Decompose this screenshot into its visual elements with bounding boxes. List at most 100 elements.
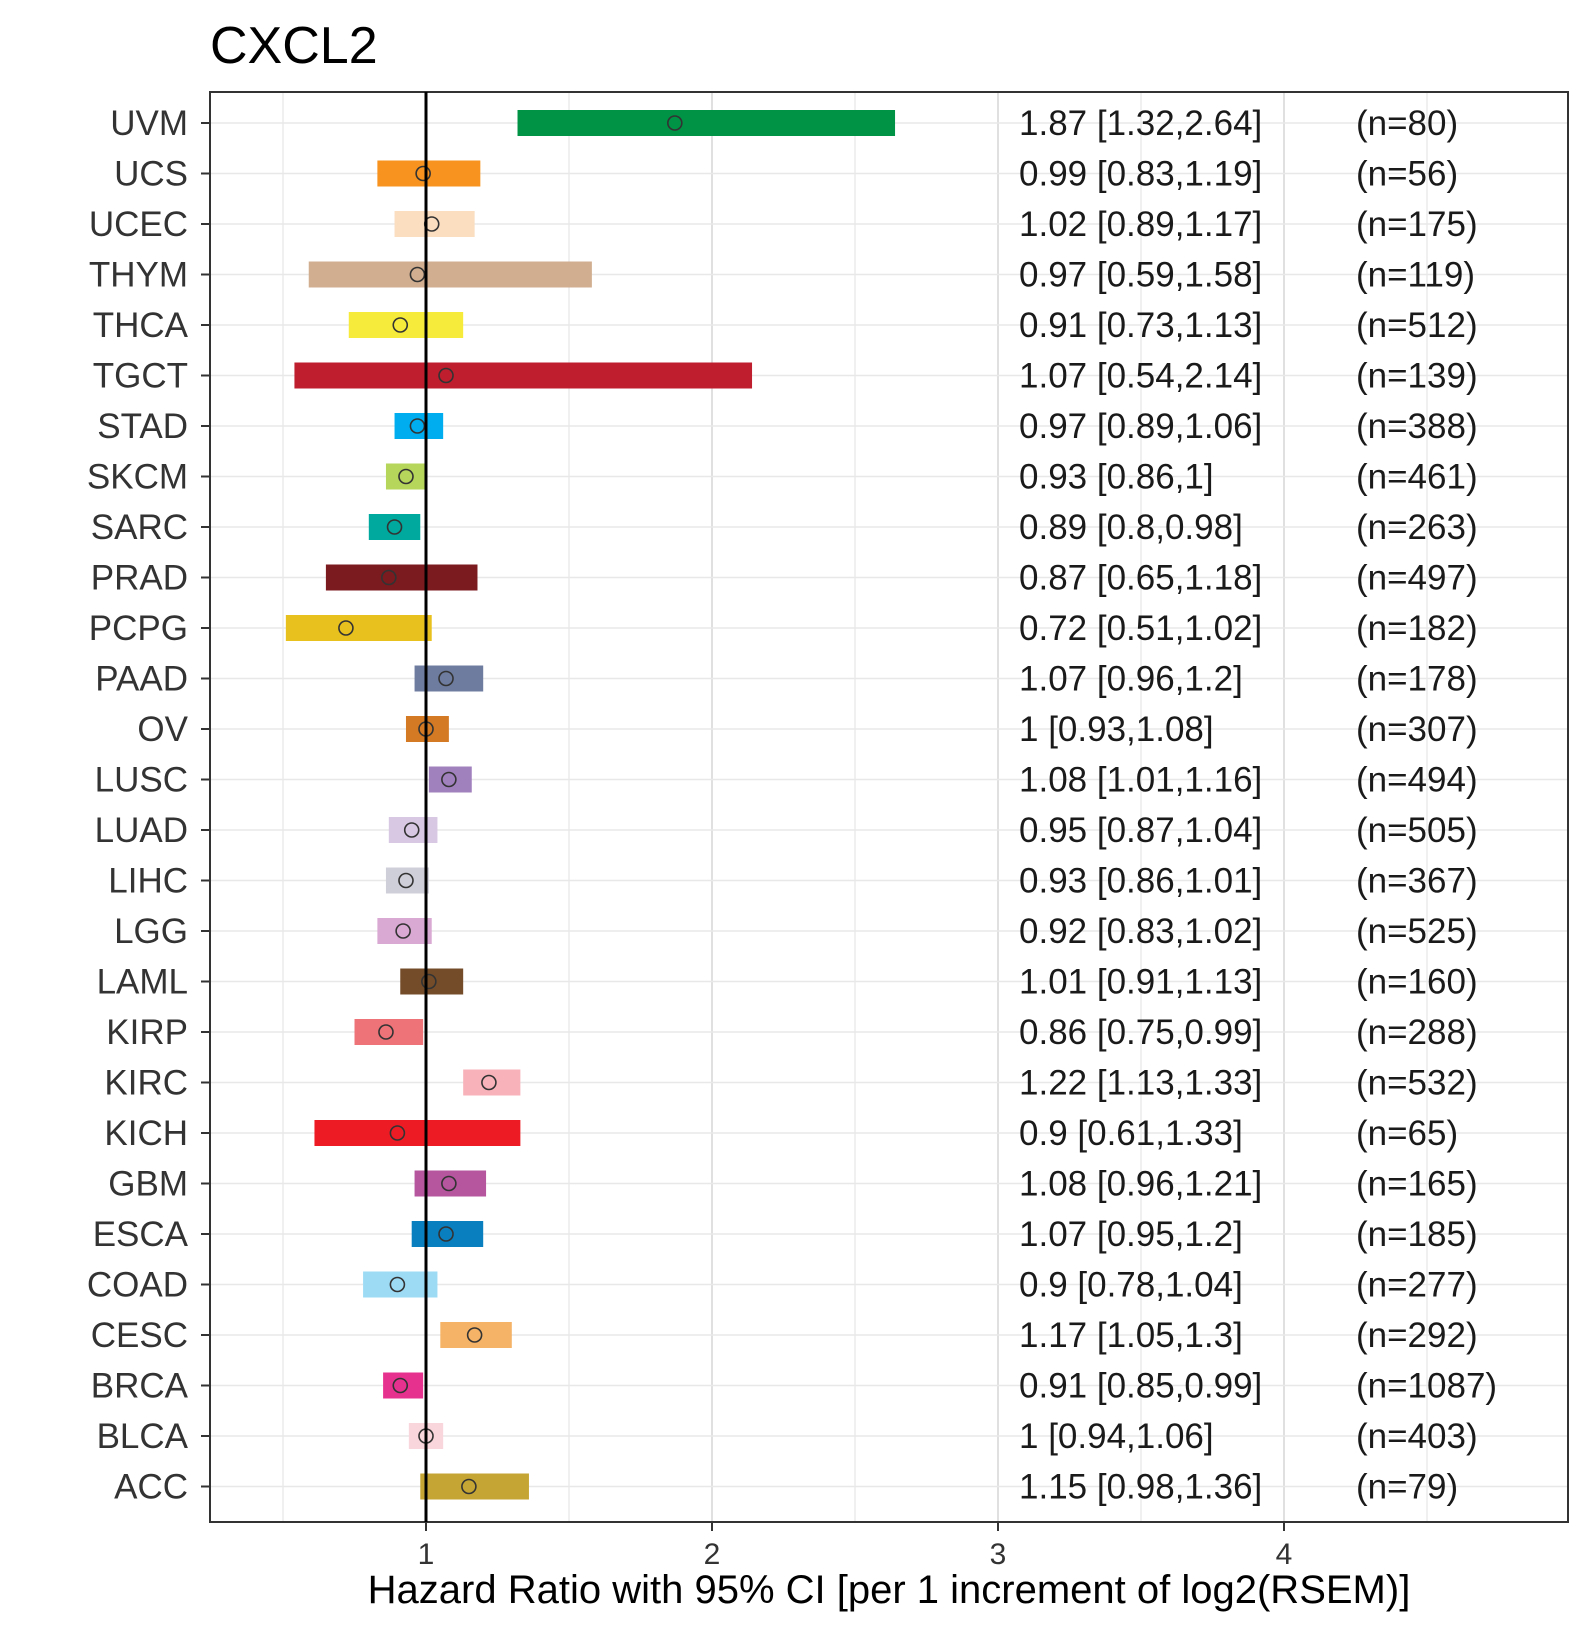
hr-ci-text: 1.17 [1.05,1.3]	[1019, 1316, 1243, 1355]
y-tick-label: PCPG	[89, 609, 188, 648]
hr-point-marker	[338, 620, 354, 636]
sample-size-text: (n=497)	[1356, 559, 1478, 598]
sample-size-text: (n=119)	[1356, 256, 1475, 295]
row-kich: KICH 0.9 [0.61,1.33] (n=65)	[104, 1114, 1458, 1153]
row-kirp: KIRP 0.86 [0.75,0.99] (n=288)	[106, 1013, 1477, 1052]
hr-ci-text: 0.93 [0.86,1]	[1019, 458, 1214, 497]
ci-bar	[428, 766, 472, 793]
ci-bar	[348, 312, 464, 338]
hr-ci-text: 1.22 [1.13,1.33]	[1019, 1064, 1262, 1103]
sample-size-text: (n=307)	[1356, 710, 1478, 749]
sample-size-text: (n=56)	[1356, 155, 1458, 194]
hr-ci-text: 1 [0.94,1.06]	[1019, 1417, 1214, 1456]
ci-bar	[377, 160, 481, 187]
row-ucec: UCEC 1.02 [0.89,1.17] (n=175)	[89, 205, 1478, 244]
ci-bar	[383, 1372, 424, 1399]
ci-bar	[325, 564, 478, 591]
sample-size-text: (n=160)	[1356, 963, 1478, 1002]
y-tick-label: LUAD	[95, 811, 188, 850]
ci-bar	[385, 463, 426, 490]
x-axis-label: Hazard Ratio with 95% CI [per 1 incremen…	[368, 1568, 1411, 1612]
y-tick-label: KIRC	[104, 1064, 188, 1103]
ci-bar	[377, 918, 432, 944]
y-tick-label: CESC	[91, 1316, 188, 1355]
row-uvm: UVM 1.87 [1.32,2.64] (n=80)	[110, 104, 1458, 143]
hr-point-marker	[415, 165, 431, 182]
hr-point-marker	[438, 1226, 454, 1242]
row-sarc: SARC 0.89 [0.8,0.98] (n=263)	[91, 508, 1478, 547]
x-axis: 1 2 3 4	[418, 1522, 1293, 1571]
row-skcm: SKCM 0.93 [0.86,1] (n=461)	[87, 458, 1478, 497]
plot-panel-border	[209, 91, 1569, 1523]
sample-size-text: (n=277)	[1356, 1266, 1478, 1305]
hr-ci-text: 1.87 [1.32,2.64]	[1019, 104, 1262, 143]
hr-ci-text: 0.95 [0.87,1.04]	[1019, 811, 1262, 850]
sample-size-text: (n=367)	[1356, 862, 1478, 901]
row-paad: PAAD 1.07 [0.96,1.2] (n=178)	[95, 660, 1477, 699]
hr-ci-text: 0.86 [0.75,0.99]	[1019, 1013, 1262, 1052]
y-tick-label: SKCM	[87, 458, 188, 497]
hr-ci-text: 1.08 [1.01,1.16]	[1019, 761, 1262, 800]
ci-bar	[294, 362, 753, 389]
sample-size-text: (n=65)	[1356, 1114, 1458, 1153]
row-luad: LUAD 0.95 [0.87,1.04] (n=505)	[95, 811, 1478, 850]
row-esca: ESCA 1.07 [0.95,1.2] (n=185)	[93, 1215, 1478, 1254]
y-tick-label: COAD	[87, 1266, 188, 1305]
y-tick-label: UVM	[110, 104, 188, 143]
y-tick-label: LAML	[97, 963, 188, 1002]
sample-size-text: (n=178)	[1356, 660, 1478, 699]
row-cesc: CESC 1.17 [1.05,1.3] (n=292)	[91, 1316, 1478, 1355]
hr-ci-text: 1.07 [0.54,2.14]	[1019, 357, 1262, 396]
hr-point-marker	[403, 822, 420, 838]
hr-point-marker	[438, 670, 454, 687]
hr-ci-text: 0.97 [0.59,1.58]	[1019, 256, 1262, 295]
hr-point-marker	[409, 418, 426, 434]
row-thym: THYM 0.97 [0.59,1.58] (n=119)	[89, 256, 1475, 295]
row-lusc: LUSC 1.08 [1.01,1.16] (n=494)	[95, 761, 1478, 800]
y-tick-label: GBM	[108, 1165, 188, 1204]
y-tick-label: LUSC	[95, 761, 188, 800]
sample-size-text: (n=388)	[1356, 407, 1478, 446]
y-tick-label: BLCA	[97, 1417, 189, 1456]
sample-size-text: (n=139)	[1356, 357, 1478, 396]
hr-ci-text: 0.89 [0.8,0.98]	[1019, 508, 1243, 547]
hr-ci-text: 0.99 [0.83,1.19]	[1019, 155, 1262, 194]
sample-size-text: (n=80)	[1356, 104, 1458, 143]
y-tick-label: UCS	[114, 155, 188, 194]
hr-point-marker	[438, 367, 454, 384]
sample-size-text: (n=263)	[1356, 508, 1478, 547]
ci-bar	[420, 1473, 529, 1500]
hr-point-marker	[667, 115, 683, 131]
y-tick-label: KIRP	[106, 1013, 188, 1052]
row-thca: THCA 0.91 [0.73,1.13] (n=512)	[93, 306, 1478, 345]
y-tick-label: KICH	[104, 1114, 188, 1153]
ci-bar	[394, 413, 444, 439]
y-tick-label: ACC	[114, 1468, 188, 1507]
ci-bar	[517, 110, 896, 136]
y-tick-label: STAD	[97, 407, 188, 446]
hr-ci-text: 1.08 [0.96,1.21]	[1019, 1165, 1262, 1204]
hr-ci-text: 0.91 [0.85,0.99]	[1019, 1367, 1262, 1406]
y-tick-label: PRAD	[91, 559, 188, 598]
hr-point-marker	[389, 1276, 406, 1293]
hr-ci-text: 1.01 [0.91,1.13]	[1019, 963, 1262, 1002]
hr-point-marker	[421, 973, 437, 990]
sample-size-text: (n=185)	[1356, 1215, 1478, 1254]
row-kirc: KIRC 1.22 [1.13,1.33] (n=532)	[104, 1064, 1477, 1103]
hr-point-marker	[466, 1327, 483, 1343]
hr-ci-text: 1 [0.93,1.08]	[1019, 710, 1214, 749]
row-lihc: LIHC 0.93 [0.86,1.01] (n=367)	[108, 862, 1477, 901]
hr-point-marker	[395, 923, 411, 939]
hr-point-marker	[461, 1478, 477, 1495]
y-tick-label: LGG	[114, 912, 188, 951]
sample-size-text: (n=525)	[1356, 912, 1478, 951]
hr-point-marker	[392, 317, 409, 333]
x-tick-label: 4	[1276, 1538, 1293, 1571]
ci-bar	[394, 211, 475, 237]
y-tick-label: THCA	[93, 306, 189, 345]
sample-size-text: (n=461)	[1356, 458, 1478, 497]
hr-point-marker	[378, 1024, 394, 1040]
y-tick-label: PAAD	[95, 660, 188, 699]
ci-bar	[388, 817, 438, 843]
